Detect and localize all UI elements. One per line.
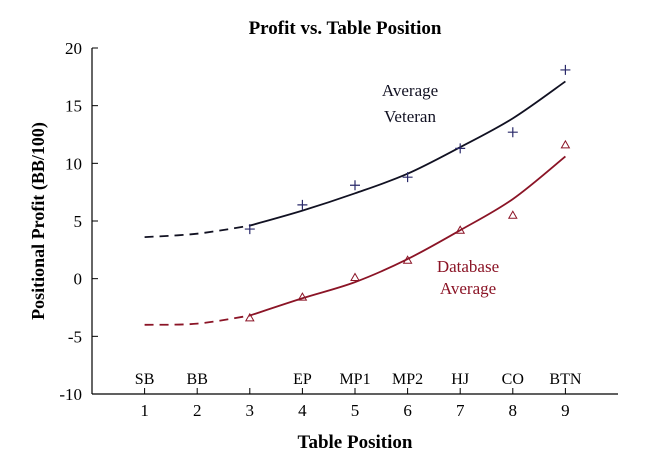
data-point-plus xyxy=(402,172,413,183)
position-label-btn: BTN xyxy=(549,371,581,388)
x-tick-label: 2 xyxy=(193,401,202,420)
data-point-plus xyxy=(560,64,571,75)
y-tick-label: -10 xyxy=(59,385,82,404)
position-label-co: CO xyxy=(502,371,524,388)
position-label-mp1: MP1 xyxy=(339,371,370,388)
x-tick-label: 6 xyxy=(403,401,412,420)
data-point-triangle xyxy=(244,312,255,322)
x-tick-label: 4 xyxy=(298,401,307,420)
series-label: Average xyxy=(382,81,438,100)
data-point-plus xyxy=(455,143,466,154)
position-label-hj: HJ xyxy=(451,371,469,388)
data-point-triangle xyxy=(560,139,571,149)
fit-curve xyxy=(249,80,566,227)
series-label: Average xyxy=(440,279,496,298)
position-label-ep: EP xyxy=(293,371,312,388)
data-point-plus xyxy=(350,180,360,191)
x-tick-label: 3 xyxy=(246,401,255,420)
y-axis-label: Positional Profit (BB/100) xyxy=(28,122,49,320)
y-tick-label: 0 xyxy=(74,270,83,289)
data-point-plus xyxy=(297,199,308,210)
x-tick-label: 1 xyxy=(140,401,149,420)
x-axis-label: Table Position xyxy=(298,432,413,453)
data-point-triangle xyxy=(507,210,518,219)
x-tick-label: 8 xyxy=(509,401,518,420)
x-tick-label: 7 xyxy=(456,401,465,420)
data-point-plus xyxy=(507,127,518,138)
y-tick-label: 10 xyxy=(65,154,82,173)
position-label-bb: BB xyxy=(187,371,208,388)
x-tick-label: 5 xyxy=(351,401,360,420)
series-label: Database xyxy=(437,257,499,276)
fit-curve-dashed xyxy=(144,224,250,239)
data-point-triangle xyxy=(455,225,466,234)
fit-curve xyxy=(249,155,566,317)
data-point-triangle xyxy=(402,255,413,264)
fit-curve-dashed xyxy=(144,314,250,326)
plot-area: -10 -5 0 5 10 15 20 1 2 3 4 5 6 7 8 9 SB BB EP MP1 MP2 HJ CO BT… xyxy=(59,39,618,420)
x-tick-label: 9 xyxy=(561,401,570,420)
y-tick-label: 20 xyxy=(65,39,82,58)
series-label: Veteran xyxy=(384,107,436,126)
chart-title: Profit vs. Table Position xyxy=(249,18,442,39)
data-point-triangle xyxy=(297,292,308,301)
y-tick-label: -5 xyxy=(68,327,82,346)
data-point-triangle xyxy=(350,272,360,282)
y-tick-label: 15 xyxy=(65,97,82,116)
data-point-plus xyxy=(244,224,255,235)
y-tick-label: 5 xyxy=(74,212,83,231)
position-label-sb: SB xyxy=(135,371,155,388)
position-label-mp2: MP2 xyxy=(392,371,423,388)
